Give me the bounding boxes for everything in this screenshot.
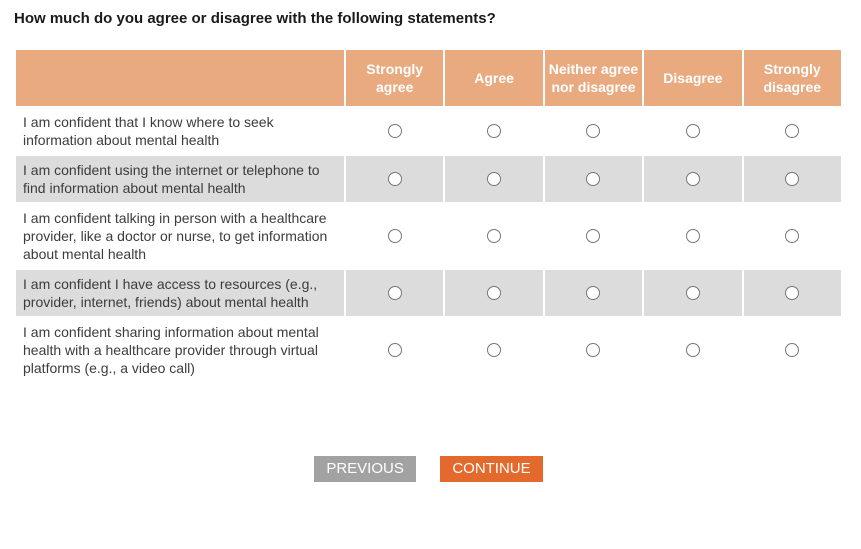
choice-cell[interactable] bbox=[642, 316, 744, 384]
choice-cell[interactable] bbox=[443, 106, 545, 156]
choice-cell[interactable] bbox=[642, 106, 744, 156]
choice-cell[interactable] bbox=[542, 268, 645, 318]
choice-cell[interactable] bbox=[741, 202, 844, 270]
choice-cell[interactable] bbox=[741, 316, 844, 384]
choice-cell[interactable] bbox=[741, 106, 844, 156]
choice-cell[interactable] bbox=[443, 154, 545, 204]
radio-row3-disagree[interactable] bbox=[685, 228, 700, 243]
radio-row1-neither-agree-nor-disagree[interactable] bbox=[586, 123, 601, 138]
radio-row1-agree[interactable] bbox=[487, 123, 502, 138]
radio-row2-strongly-agree[interactable] bbox=[387, 171, 402, 186]
radio-row2-strongly-disagree[interactable] bbox=[785, 171, 800, 186]
choice-cell[interactable] bbox=[642, 154, 744, 204]
radio-row1-strongly-disagree[interactable] bbox=[785, 123, 800, 138]
column-header-disagree: Disagree bbox=[642, 48, 744, 108]
previous-button[interactable]: PREVIOUS bbox=[314, 456, 416, 482]
nav-buttons: PREVIOUS CONTINUE bbox=[14, 456, 843, 482]
choice-cell[interactable] bbox=[642, 268, 744, 318]
radio-row3-agree[interactable] bbox=[487, 228, 502, 243]
radio-row2-disagree[interactable] bbox=[685, 171, 700, 186]
table-row: I am confident I have access to resource… bbox=[14, 268, 844, 318]
radio-row5-disagree[interactable] bbox=[685, 342, 700, 357]
matrix-body: I am confident that I know where to seek… bbox=[14, 106, 844, 384]
radio-row3-strongly-disagree[interactable] bbox=[785, 228, 800, 243]
choice-cell[interactable] bbox=[542, 202, 645, 270]
statement-label: I am confident I have access to resource… bbox=[14, 268, 346, 318]
radio-row4-strongly-disagree[interactable] bbox=[785, 285, 800, 300]
question-title: How much do you agree or disagree with t… bbox=[14, 10, 496, 27]
column-header-neither-agree-nor-disagree: Neither agree nor disagree bbox=[542, 48, 645, 108]
matrix-corner-cell bbox=[14, 48, 346, 108]
choice-cell[interactable] bbox=[343, 202, 446, 270]
statement-label: I am confident talking in person with a … bbox=[14, 202, 346, 270]
radio-row4-neither-agree-nor-disagree[interactable] bbox=[586, 285, 601, 300]
radio-row3-strongly-agree[interactable] bbox=[387, 228, 402, 243]
choice-cell[interactable] bbox=[343, 154, 446, 204]
statement-label: I am confident using the internet or tel… bbox=[14, 154, 346, 204]
table-row: I am confident talking in person with a … bbox=[14, 202, 844, 270]
choice-cell[interactable] bbox=[542, 154, 645, 204]
choice-cell[interactable] bbox=[343, 316, 446, 384]
radio-row2-neither-agree-nor-disagree[interactable] bbox=[586, 171, 601, 186]
choice-cell[interactable] bbox=[343, 106, 446, 156]
choice-cell[interactable] bbox=[741, 268, 844, 318]
table-row: I am confident using the internet or tel… bbox=[14, 154, 844, 204]
choice-cell[interactable] bbox=[642, 202, 744, 270]
radio-row4-agree[interactable] bbox=[487, 285, 502, 300]
radio-row5-agree[interactable] bbox=[487, 342, 502, 357]
radio-row4-disagree[interactable] bbox=[685, 285, 700, 300]
radio-row5-neither-agree-nor-disagree[interactable] bbox=[586, 342, 601, 357]
radio-row5-strongly-agree[interactable] bbox=[387, 342, 402, 357]
column-header-strongly-disagree: Strongly disagree bbox=[741, 48, 844, 108]
radio-row3-neither-agree-nor-disagree[interactable] bbox=[586, 228, 601, 243]
choice-cell[interactable] bbox=[343, 268, 446, 318]
column-header-strongly-agree: Strongly agree bbox=[343, 48, 446, 108]
choice-cell[interactable] bbox=[542, 106, 645, 156]
likert-matrix-table: Strongly agree Agree Neither agree nor dis… bbox=[14, 48, 844, 384]
continue-button[interactable]: CONTINUE bbox=[440, 456, 543, 482]
header-row: Strongly agree Agree Neither agree nor dis… bbox=[14, 48, 844, 108]
radio-row1-disagree[interactable] bbox=[685, 123, 700, 138]
statement-label: I am confident that I know where to seek… bbox=[14, 106, 346, 156]
choice-cell[interactable] bbox=[741, 154, 844, 204]
table-row: I am confident sharing information about… bbox=[14, 316, 844, 384]
statement-label: I am confident sharing information about… bbox=[14, 316, 346, 384]
table-row: I am confident that I know where to seek… bbox=[14, 106, 844, 156]
survey-page: How much do you agree or disagree with t… bbox=[14, 10, 844, 482]
radio-row1-strongly-agree[interactable] bbox=[387, 123, 402, 138]
radio-row5-strongly-disagree[interactable] bbox=[785, 342, 800, 357]
radio-row2-agree[interactable] bbox=[487, 171, 502, 186]
radio-row4-strongly-agree[interactable] bbox=[387, 285, 402, 300]
column-header-agree: Agree bbox=[443, 48, 545, 108]
choice-cell[interactable] bbox=[443, 268, 545, 318]
matrix-header: Strongly agree Agree Neither agree nor dis… bbox=[14, 48, 844, 108]
choice-cell[interactable] bbox=[443, 316, 545, 384]
choice-cell[interactable] bbox=[542, 316, 645, 384]
choice-cell[interactable] bbox=[443, 202, 545, 270]
